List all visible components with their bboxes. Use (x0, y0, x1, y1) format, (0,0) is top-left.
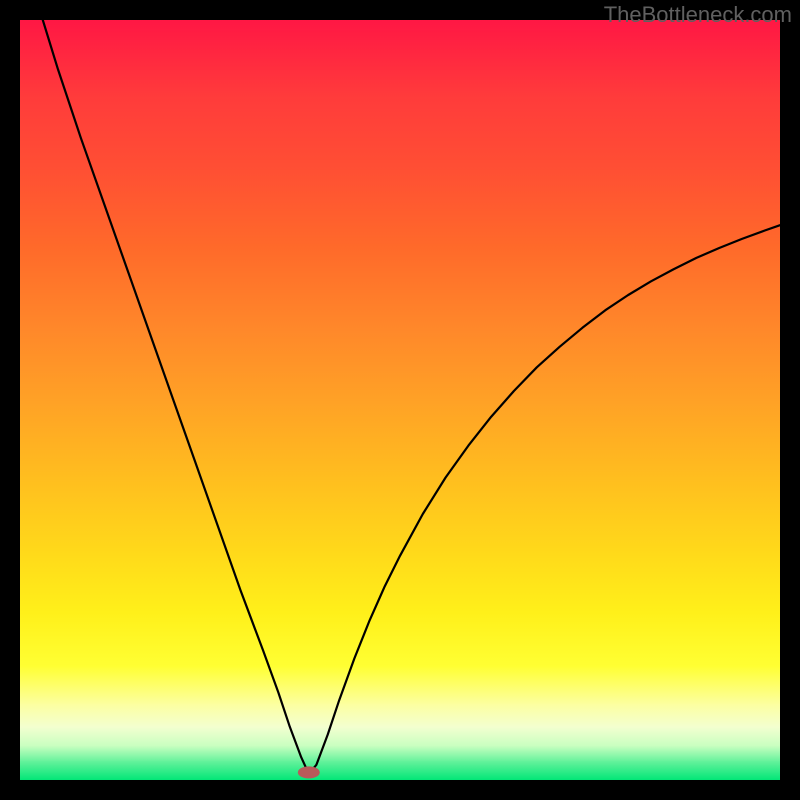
watermark-text: TheBottleneck.com (604, 2, 792, 28)
gradient-band (20, 704, 780, 727)
gradient-band (20, 400, 780, 477)
gradient-band (20, 727, 780, 747)
bottleneck-chart (20, 20, 780, 780)
optimal-marker (298, 766, 320, 778)
gradient-band (20, 20, 780, 97)
gradient-band (20, 613, 780, 667)
gradient-band (20, 746, 780, 762)
chart-svg (20, 20, 780, 780)
gradient-band (20, 552, 780, 613)
gradient-band (20, 476, 780, 553)
gradient-band (20, 172, 780, 249)
gradient-band (20, 666, 780, 705)
gradient-band (20, 96, 780, 173)
gradient-band (20, 324, 780, 401)
gradient-band (20, 761, 780, 780)
